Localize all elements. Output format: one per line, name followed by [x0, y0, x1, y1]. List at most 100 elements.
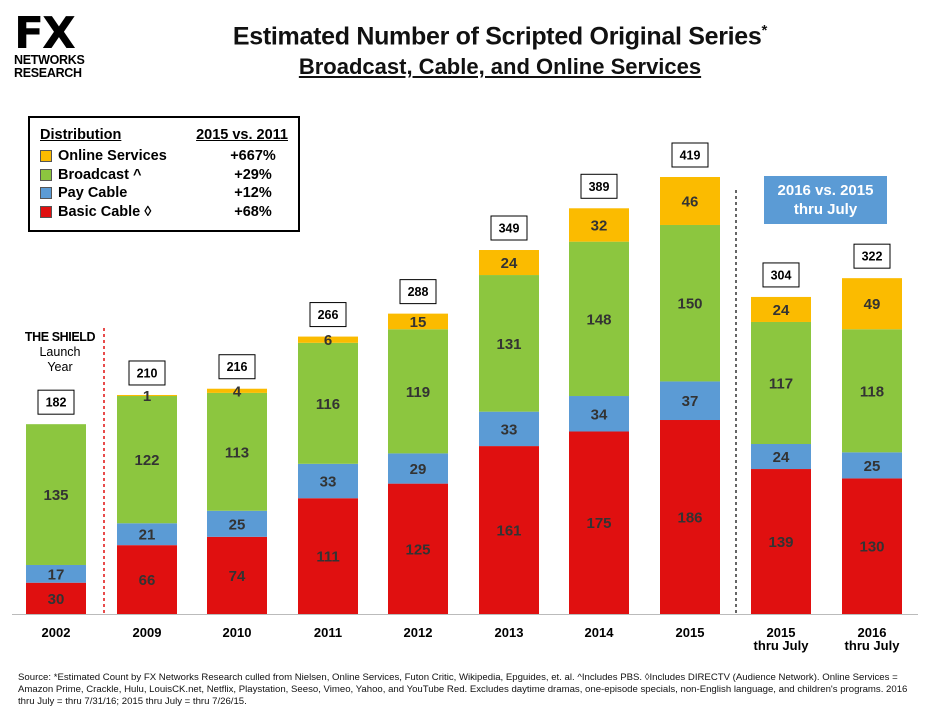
bar-label-basic-cable-2013: 161 — [496, 523, 521, 540]
bar-label-pay-cable-2014: 34 — [591, 406, 608, 423]
shield-logo-text: THE SHIELD — [24, 330, 96, 344]
bar-pay-cable-2016-thru-july — [842, 452, 902, 479]
legend-header-distribution: Distribution — [40, 127, 122, 143]
legend-change-pay-cable: +12% — [234, 185, 272, 202]
bar-pay-cable-2015 — [660, 381, 720, 421]
bar-online-services-2015-thru-july — [751, 296, 811, 322]
legend-label-online: Online Services — [58, 148, 167, 165]
comparison-callout: 2016 vs. 2015 thru July — [764, 176, 887, 224]
chart-title: Estimated Number of Scripted Original Se… — [100, 22, 900, 51]
total-box-2013 — [490, 215, 528, 241]
bar-pay-cable-2002 — [26, 564, 86, 583]
bar-label-basic-cable-2015-thru-july: 139 — [768, 534, 793, 551]
total-box-2015 — [671, 142, 709, 168]
x-tick-label-2015: 2015 — [676, 625, 705, 640]
total-box-2016-thru-july — [853, 243, 891, 269]
bar-label-online-services-2013: 24 — [501, 255, 518, 272]
bar-label-pay-cable-2009: 21 — [139, 527, 156, 544]
bar-broadcast-2014 — [569, 241, 629, 397]
bar-label-basic-cable-2015: 186 — [677, 510, 702, 527]
total-label-2011: 266 — [318, 308, 339, 322]
bar-basic-cable-2015-thru-july — [751, 469, 811, 614]
logo-research: RESEARCH — [14, 66, 82, 80]
logo-networks: NETWORKS — [14, 53, 85, 67]
bar-broadcast-2009 — [117, 396, 177, 524]
bar-label-pay-cable-2011: 33 — [320, 474, 337, 491]
bar-label-basic-cable-2002: 30 — [48, 591, 65, 608]
bar-online-services-2010 — [207, 388, 267, 393]
total-label-2002: 182 — [46, 396, 67, 410]
bar-online-services-2014 — [569, 208, 629, 242]
shield-launch-note: THE SHIELD Launch Year — [18, 330, 102, 375]
bar-label-broadcast-2009: 122 — [134, 452, 159, 469]
legend-swatch-basic-cable — [40, 205, 52, 218]
total-box-2002 — [37, 389, 75, 415]
bar-label-basic-cable-2010: 74 — [229, 568, 246, 585]
bar-online-services-2016-thru-july — [842, 278, 902, 330]
bar-basic-cable-2010 — [207, 536, 267, 614]
x-tick-label-2010: 2010 — [223, 625, 252, 640]
bar-label-online-services-2015-thru-july: 24 — [773, 302, 790, 319]
bar-label-broadcast-2002: 135 — [43, 487, 68, 504]
legend-item-pay-cable: Pay Cable +12% — [40, 184, 288, 203]
bar-label-online-services-2012: 15 — [410, 314, 427, 331]
bar-label-pay-cable-2015: 37 — [682, 393, 699, 410]
legend-swatch-pay-cable — [40, 187, 52, 200]
bar-label-pay-cable-2012: 29 — [410, 461, 427, 478]
total-label-2012: 288 — [408, 285, 429, 299]
bar-label-pay-cable-2016-thru-july: 25 — [864, 458, 881, 475]
bar-label-pay-cable-2013: 33 — [501, 421, 518, 438]
legend: Distribution 2015 vs. 2011 Online Servic… — [28, 116, 300, 232]
x-tick-label-2002: 2002 — [42, 625, 71, 640]
fx-networks-research-logo: FX NETWORKS RESEARCH — [14, 12, 94, 80]
legend-label-pay-cable: Pay Cable — [58, 185, 128, 202]
x-tick-label-2016-thru-july: 2016 thru July — [845, 625, 901, 653]
bar-label-pay-cable-2015-thru-july: 24 — [773, 449, 790, 466]
legend-label-broadcast: Broadcast ^ — [58, 166, 142, 183]
total-box-2012 — [399, 279, 437, 305]
bar-broadcast-2015-thru-july — [751, 321, 811, 444]
total-label-2015: 419 — [680, 149, 701, 163]
legend-item-basic-cable: Basic Cable ◊ +68% — [40, 203, 288, 222]
bar-online-services-2012 — [388, 313, 448, 330]
x-tick-label-2013: 2013 — [495, 625, 524, 640]
bar-label-pay-cable-2002: 17 — [48, 566, 65, 583]
total-label-2013: 349 — [499, 222, 520, 236]
legend-change-basic-cable: +68% — [234, 203, 272, 220]
x-tick-label-2009: 2009 — [133, 625, 162, 640]
bar-pay-cable-2010 — [207, 510, 267, 537]
bar-broadcast-2016-thru-july — [842, 329, 902, 453]
total-box-2010 — [218, 354, 256, 380]
bar-basic-cable-2014 — [569, 431, 629, 614]
legend-change-online: +667% — [230, 148, 276, 165]
bar-label-broadcast-2014: 148 — [586, 311, 611, 328]
bar-pay-cable-2014 — [569, 396, 629, 432]
bar-label-online-services-2014: 32 — [591, 217, 608, 234]
chart-subtitle: Broadcast, Cable, and Online Services — [298, 54, 702, 79]
x-tick-label-2012: 2012 — [404, 625, 433, 640]
bar-label-broadcast-2015-thru-july: 117 — [769, 375, 793, 392]
shield-note-line3: Year — [47, 360, 73, 374]
bar-basic-cable-2011 — [298, 498, 358, 614]
bar-basic-cable-2012 — [388, 483, 448, 614]
bar-basic-cable-2013 — [479, 446, 539, 614]
bar-label-broadcast-2012: 119 — [406, 384, 430, 401]
chart-title-text: Estimated Number of Scripted Original Se… — [232, 22, 762, 51]
total-label-2014: 389 — [589, 180, 610, 194]
bar-label-basic-cable-2012: 125 — [405, 541, 430, 558]
legend-swatch-online — [40, 150, 52, 163]
legend-item-broadcast: Broadcast ^ +29% — [40, 166, 288, 185]
total-label-2015-thru-july: 304 — [771, 268, 792, 282]
bar-label-broadcast-2013: 131 — [496, 336, 521, 353]
x-tick-label-2011: 2011 — [314, 625, 342, 640]
source-footnote: Source: *Estimated Count by FX Networks … — [18, 672, 908, 707]
legend-label-basic-cable: Basic Cable ◊ — [58, 203, 152, 220]
bar-label-online-services-2009: 1 — [143, 388, 151, 405]
bar-basic-cable-2015 — [660, 420, 720, 614]
bar-basic-cable-2002 — [26, 582, 86, 614]
bar-label-broadcast-2015: 150 — [677, 296, 702, 313]
bar-label-online-services-2015: 46 — [682, 193, 699, 210]
bar-broadcast-2002 — [26, 424, 86, 565]
x-tick-label-2015-thru-july: 2015 thru July — [754, 625, 810, 653]
